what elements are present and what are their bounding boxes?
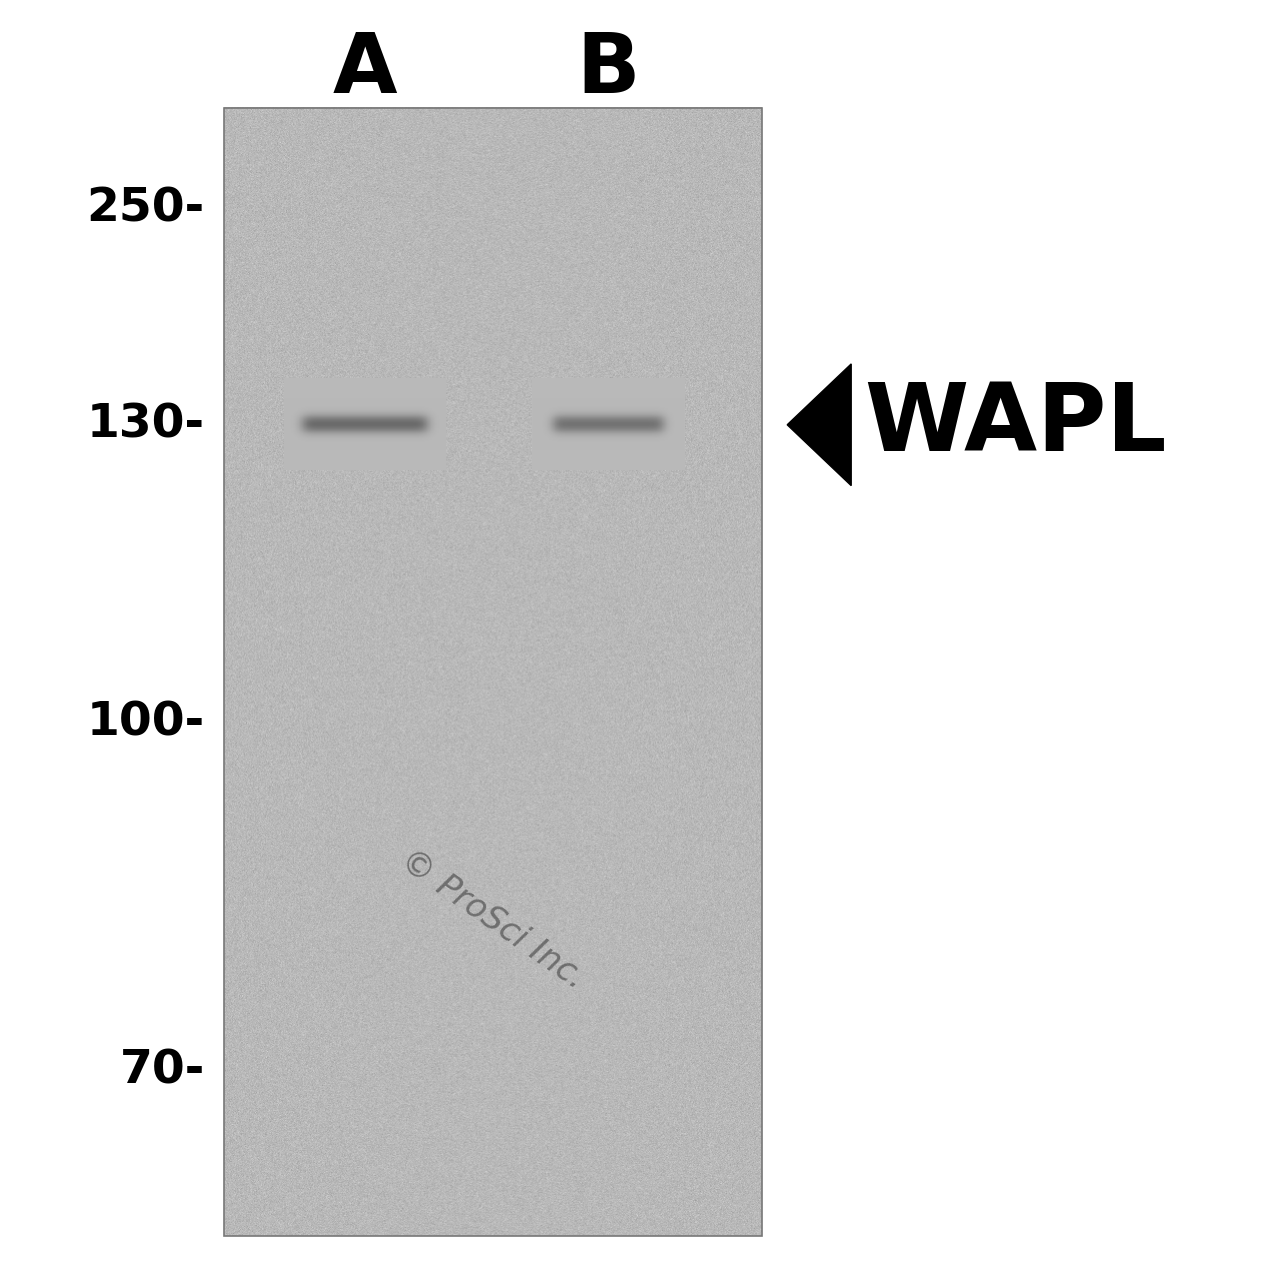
Polygon shape [787,364,851,486]
Text: B: B [576,29,640,110]
Text: 250-: 250- [87,186,205,232]
Bar [224,108,762,1236]
Text: 70-: 70- [119,1049,205,1094]
Text: 100-: 100- [87,700,205,746]
Text: © ProSci Inc.: © ProSci Inc. [394,843,591,995]
Text: WAPL: WAPL [864,379,1166,470]
Text: 130-: 130- [87,402,205,448]
Text: A: A [333,29,397,110]
